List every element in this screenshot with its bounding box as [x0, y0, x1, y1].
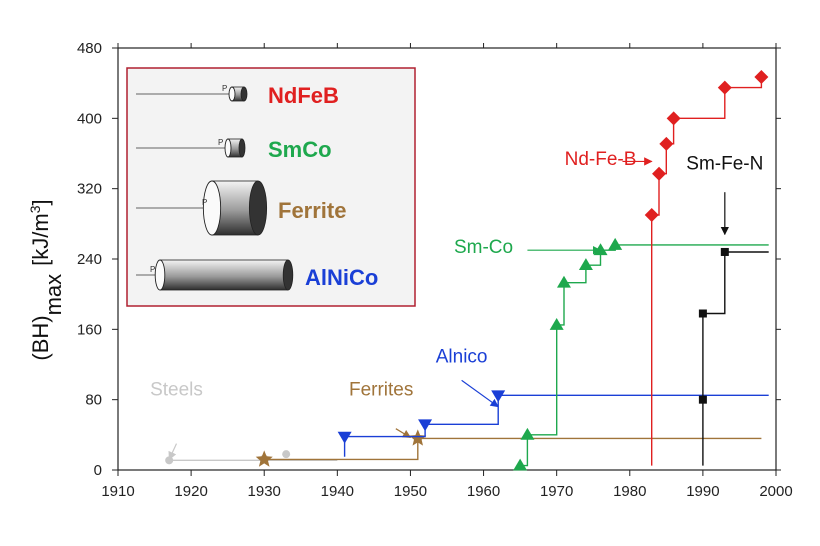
point-smco-5 [593, 243, 608, 256]
magnet-cylinder-face-2 [202, 180, 222, 236]
point-smfen-1 [698, 309, 707, 318]
magnet-cylinder-end-3 [282, 259, 294, 291]
point-smco-3 [556, 275, 571, 288]
inset-p-label-3: P [150, 265, 155, 274]
annotation-arrow-steels [168, 443, 178, 461]
point-steels-2 [282, 450, 291, 459]
point-ndfeb-0 [644, 208, 659, 223]
magnet-cylinder-face-0 [228, 86, 236, 102]
y-axis-title-exp: 3 [27, 205, 43, 213]
x-tick-label-1980: 1980 [613, 483, 646, 500]
y-axis-title-sub: max [41, 274, 66, 316]
y-axis-title-close: ] [28, 199, 53, 205]
point-smfen-0 [698, 395, 707, 404]
annotation-label-smco: Sm-Co [454, 237, 513, 258]
inset-item-3: P AlNiCo [136, 259, 378, 291]
annotation-arrow-alnico [461, 379, 499, 408]
series-line-smfen [702, 251, 769, 466]
series-steels: Steels [150, 379, 338, 465]
y-tick-label-400: 400 [77, 110, 102, 127]
magnet-cylinder-end-1 [238, 138, 246, 158]
series-smfen: Sm-Fe-N [686, 153, 769, 466]
inset-p-label-0: P [222, 84, 227, 93]
y-axis-title-main: (BH) [28, 315, 53, 360]
point-steels-0 [165, 456, 174, 465]
point-alnico-2 [491, 390, 506, 403]
y-tick-label-80: 80 [85, 392, 102, 409]
y-axis-title-unit: [kJ/m [28, 213, 53, 266]
series-smco: Sm-Co [454, 237, 769, 471]
point-ndfeb-2 [659, 136, 674, 151]
y-tick-label-480: 480 [77, 40, 102, 57]
inset-label-2: Ferrite [278, 198, 346, 223]
x-tick-label-1960: 1960 [467, 483, 500, 500]
annotation-label-alnico: Alnico [436, 347, 488, 368]
point-ferrites-1 [409, 429, 427, 446]
y-tick-label-160: 160 [77, 321, 102, 338]
point-ndfeb-5 [754, 70, 769, 85]
inset-label-0: NdFeB [268, 83, 339, 108]
inset-label-3: AlNiCo [305, 265, 378, 290]
series-ndfeb: Nd-Fe-B [565, 70, 769, 466]
point-ndfeb-3 [666, 111, 681, 126]
point-alnico-0 [337, 431, 352, 444]
annotation-label-ndfeb: Nd-Fe-B [565, 149, 637, 170]
x-tick-label-1920: 1920 [174, 483, 207, 500]
y-tick-label-0: 0 [94, 462, 102, 479]
inset-label-1: SmCo [268, 137, 332, 162]
axes: 1910 1920 1930 1940 1950 1960 1970 1980 1990 2000… [77, 40, 793, 500]
point-smfen-2 [720, 247, 729, 256]
series-line-ferrites [264, 437, 762, 461]
series-line-ndfeb [651, 77, 763, 466]
annotation-label-steels: Steels [150, 379, 203, 400]
inset-item-0: P NdFeB [136, 83, 339, 108]
inset-p-label-1: P [218, 138, 223, 147]
annotation-label-ferrites: Ferrites [349, 379, 413, 400]
y-tick-label-320: 320 [77, 181, 102, 198]
point-alnico-1 [418, 419, 433, 432]
series-layer: Steels Ferrites Alnico Sm-Co Nd-Fe-B Sm-Fe-N [150, 70, 769, 471]
x-tick-label-1990: 1990 [686, 483, 719, 500]
magnet-cylinder-face-1 [224, 138, 232, 158]
x-tick-label-1910: 1910 [101, 483, 134, 500]
point-smco-4 [578, 258, 593, 271]
annotation-label-smfen: Sm-Fe-N [686, 153, 763, 174]
point-smco-2 [549, 317, 564, 330]
x-tick-label-1970: 1970 [540, 483, 573, 500]
series-alnico: Alnico [337, 347, 769, 457]
magnet-cylinder-end-2 [248, 180, 268, 236]
point-ndfeb-1 [652, 166, 667, 181]
magnet-cylinder-end-0 [240, 86, 248, 102]
inset-item-2: P Ferrite [136, 180, 346, 236]
series-line-smco [520, 244, 769, 467]
point-ndfeb-4 [717, 80, 732, 95]
magnet-cylinder-face-3 [154, 259, 166, 291]
x-tick-label-1950: 1950 [394, 483, 427, 500]
point-ferrites-0 [255, 450, 273, 467]
point-smco-6 [608, 237, 623, 250]
x-tick-label-1930: 1930 [248, 483, 281, 500]
y-axis-title: (BH)max [kJ/m3] [27, 199, 66, 360]
inset-item-1: P SmCo [136, 137, 332, 162]
magnet-shape-inset: P NdFeB P SmCo P Ferrite P AlNiCo [126, 67, 416, 307]
x-tick-label-1940: 1940 [321, 483, 354, 500]
point-smco-1 [520, 427, 535, 440]
magnet-cylinder-body-3 [159, 259, 289, 291]
inset-p-label-2: P [202, 198, 207, 207]
point-smco-0 [513, 458, 528, 471]
y-tick-label-240: 240 [77, 251, 102, 268]
x-tick-label-2000: 2000 [759, 483, 792, 500]
series-ferrites: Ferrites [255, 379, 762, 467]
